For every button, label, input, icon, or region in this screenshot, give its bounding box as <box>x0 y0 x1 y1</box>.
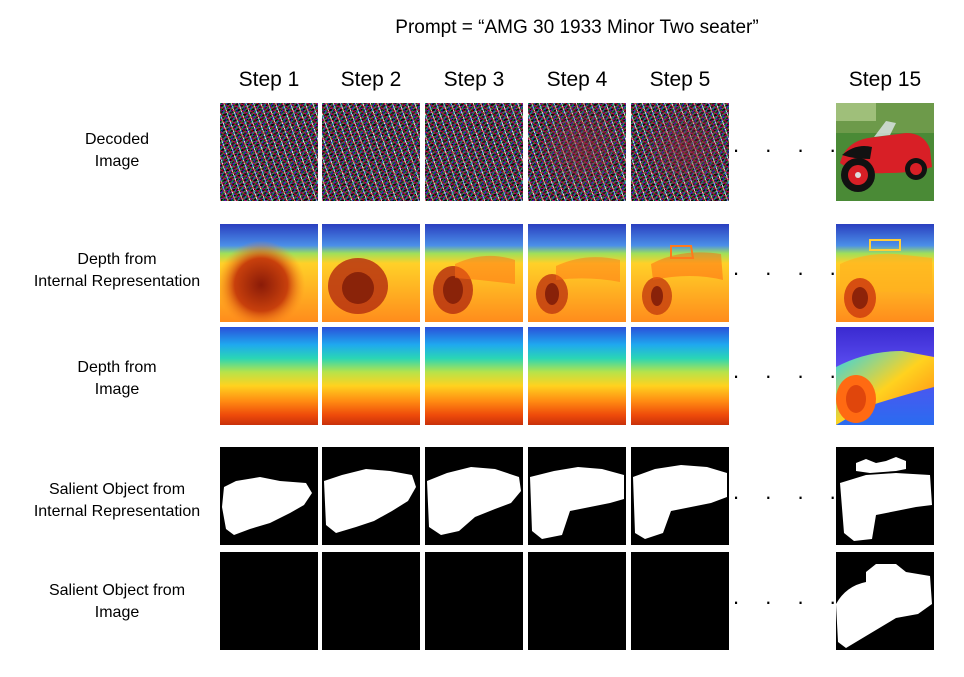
row-label-line: Depth from <box>77 251 157 268</box>
row-label-salient-internal: Salient Object from Internal Representat… <box>14 479 220 523</box>
depth-internal-map <box>322 224 420 322</box>
prompt-title: Prompt = “AMG 30 1933 Minor Two seater” <box>395 17 759 38</box>
row-label-line: Internal Representation <box>33 273 201 290</box>
step-label-3: Step 3 <box>443 68 505 91</box>
salient-image-step-2 <box>322 552 420 650</box>
decoded-image-step-2 <box>322 103 420 201</box>
depth-internal-step-4 <box>528 224 626 322</box>
salient-mask <box>427 467 521 535</box>
depth-internal-step-3 <box>425 224 523 322</box>
depth-internal-step-15 <box>836 224 934 322</box>
depth-internal-map <box>528 224 626 322</box>
depth-image-step-2 <box>322 327 420 425</box>
depth-internal-step-1 <box>220 224 318 322</box>
row-label-line: Salient Object from <box>48 481 186 498</box>
salient-mask <box>222 477 312 535</box>
decoded-image-step-5 <box>631 103 729 201</box>
salient-image-step-1 <box>220 552 318 650</box>
salient-internal-step-15 <box>836 447 934 545</box>
car-photo <box>836 103 934 201</box>
step-label-5: Step 5 <box>649 68 711 91</box>
row-label-line: Decoded <box>84 131 150 148</box>
depth-internal-map <box>425 224 523 322</box>
salient-internal-step-2 <box>322 447 420 545</box>
depth-internal-step-5 <box>631 224 729 322</box>
row-label-line: Image <box>94 604 140 621</box>
depth-image-map <box>836 327 934 425</box>
depth-internal-map <box>631 224 729 322</box>
depth-image-step-1 <box>220 327 318 425</box>
depth-internal-map <box>836 224 934 322</box>
depth-internal-step-2 <box>322 224 420 322</box>
depth-image-step-4 <box>528 327 626 425</box>
salient-image-step-4 <box>528 552 626 650</box>
salient-image-step-15 <box>836 552 934 650</box>
row-label-line: Image <box>94 381 140 398</box>
salient-mask <box>836 564 932 648</box>
depth-image-step-3 <box>425 327 523 425</box>
salient-image-step-3 <box>425 552 523 650</box>
salient-mask <box>324 469 416 533</box>
salient-image-step-5 <box>631 552 729 650</box>
row-label-line: Image <box>94 153 140 170</box>
row-label-decoded-image: Decoded Image <box>14 129 220 173</box>
depth-image-step-5 <box>631 327 729 425</box>
step-label-4: Step 4 <box>546 68 608 91</box>
row-label-line: Salient Object from <box>48 582 186 599</box>
step-label-2: Step 2 <box>340 68 402 91</box>
row-label-depth-internal: Depth from Internal Representation <box>14 249 220 293</box>
row-label-line: Internal Representation <box>33 503 201 520</box>
salient-mask <box>633 465 727 539</box>
salient-internal-step-5 <box>631 447 729 545</box>
step-label-1: Step 1 <box>238 68 300 91</box>
step-label-15: Step 15 <box>848 68 922 91</box>
decoded-image-step-15 <box>836 103 934 201</box>
salient-internal-step-1 <box>220 447 318 545</box>
decoded-image-step-4 <box>528 103 626 201</box>
salient-internal-step-4 <box>528 447 626 545</box>
salient-mask <box>530 467 624 539</box>
decoded-image-step-1 <box>220 103 318 201</box>
depth-image-step-15 <box>836 327 934 425</box>
depth-internal-map <box>220 224 318 322</box>
salient-internal-step-3 <box>425 447 523 545</box>
row-label-depth-image: Depth from Image <box>14 357 220 401</box>
salient-mask <box>840 457 932 541</box>
row-label-salient-image: Salient Object from Image <box>14 580 220 624</box>
decoded-image-step-3 <box>425 103 523 201</box>
row-label-line: Depth from <box>77 359 157 376</box>
